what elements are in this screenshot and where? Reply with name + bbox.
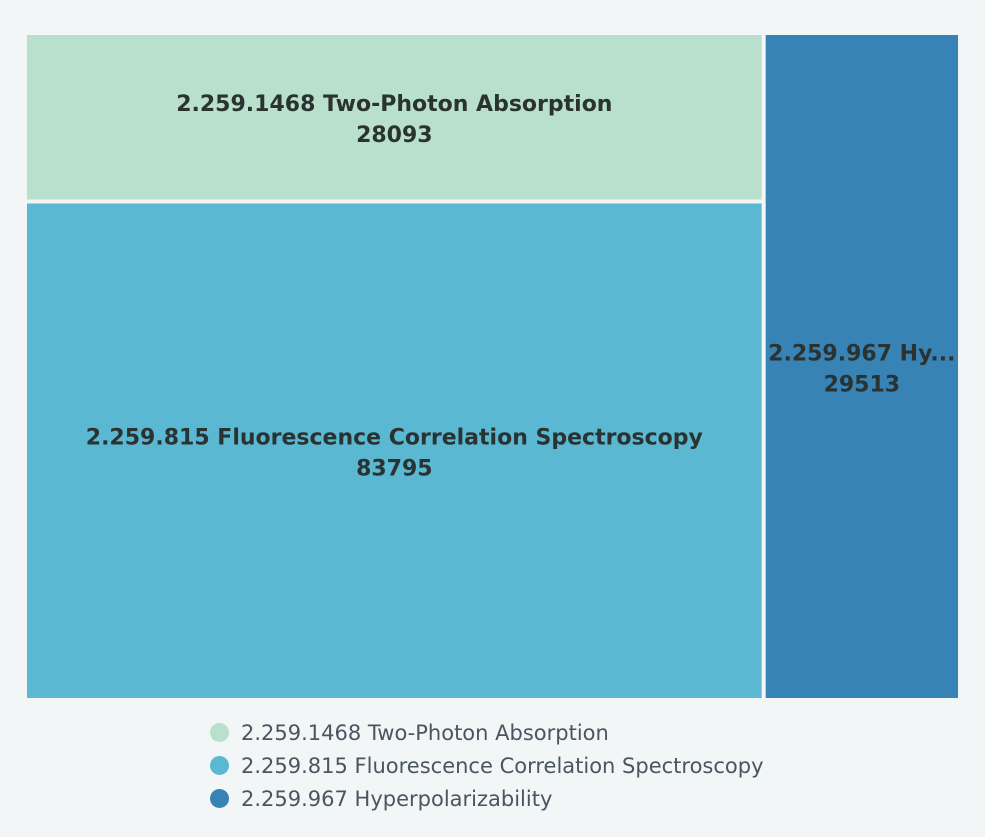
- treemap-rect-two-photon-absorption[interactable]: [27, 35, 762, 200]
- legend-label-two-photon-absorption: 2.259.1468 Two-Photon Absorption: [241, 720, 609, 745]
- treemap-label-hyperpolarizability: 2.259.967 Hy...: [768, 342, 955, 367]
- treemap-value-two-photon-absorption: 28093: [356, 123, 433, 148]
- treemap-tile-hyperpolarizability[interactable]: 2.259.967 Hy... 29513: [765, 35, 958, 698]
- legend-dot-fluorescence-correlation-spectroscopy: [210, 756, 229, 775]
- legend-dot-two-photon-absorption: [210, 723, 229, 742]
- legend-item-fluorescence-correlation-spectroscopy[interactable]: 2.259.815 Fluorescence Correlation Spect…: [210, 749, 910, 782]
- treemap-label-fluorescence-correlation-spectroscopy: 2.259.815 Fluorescence Correlation Spect…: [86, 426, 703, 451]
- treemap-tile-fluorescence-correlation-spectroscopy[interactable]: 2.259.815 Fluorescence Correlation Spect…: [27, 203, 762, 699]
- legend-dot-hyperpolarizability: [210, 789, 229, 808]
- legend: 2.259.1468 Two-Photon Absorption 2.259.8…: [210, 716, 910, 815]
- legend-label-hyperpolarizability: 2.259.967 Hyperpolarizability: [241, 786, 553, 811]
- treemap-rect-fluorescence-correlation-spectroscopy[interactable]: [27, 203, 762, 699]
- legend-item-hyperpolarizability[interactable]: 2.259.967 Hyperpolarizability: [210, 782, 910, 815]
- treemap-rect-hyperpolarizability[interactable]: [765, 35, 958, 698]
- treemap-value-fluorescence-correlation-spectroscopy: 83795: [356, 457, 433, 482]
- treemap-label-two-photon-absorption: 2.259.1468 Two-Photon Absorption: [176, 92, 612, 117]
- legend-label-fluorescence-correlation-spectroscopy: 2.259.815 Fluorescence Correlation Spect…: [241, 753, 764, 778]
- treemap-plot: 2.259.1468 Two-Photon Absorption280932.2…: [27, 35, 958, 699]
- treemap-value-hyperpolarizability: 29513: [824, 373, 901, 398]
- legend-item-two-photon-absorption[interactable]: 2.259.1468 Two-Photon Absorption: [210, 716, 910, 749]
- treemap-tile-two-photon-absorption[interactable]: 2.259.1468 Two-Photon Absorption 28093: [27, 35, 762, 200]
